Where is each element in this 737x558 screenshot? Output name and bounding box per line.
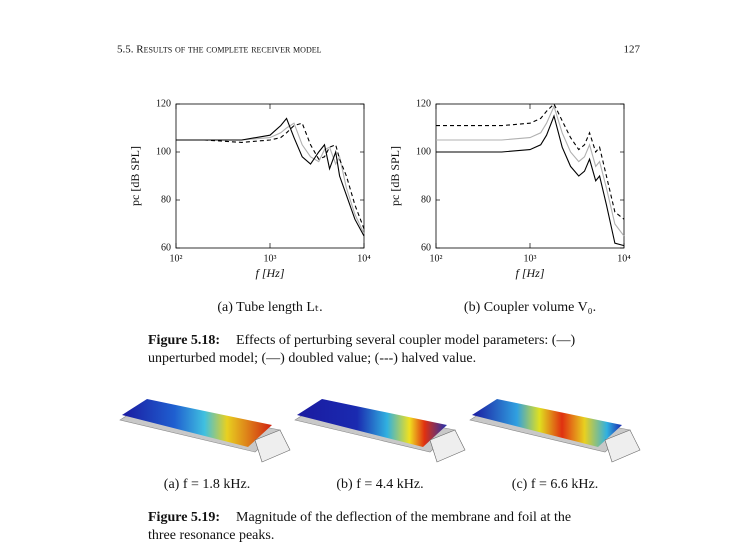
page-number: 127 [624,44,641,56]
caption-label: Figure 5.18: [148,333,220,348]
data-line [436,114,625,247]
y-axis-label: pc [dB SPL] [388,146,402,206]
data-line [436,104,625,237]
subcaption: (a) f = 1.8 kHz. [164,477,250,492]
x-axis-label: f [Hz] [255,266,284,280]
x-axis-label: f [Hz] [515,266,544,280]
x-tick-label: 10² [430,253,443,264]
y-tick-label: 100 [416,146,431,157]
x-tick-label: 10³ [524,253,537,264]
x-tick-label: 10⁴ [357,253,371,264]
y-axis-label: pc [dB SPL] [128,146,142,206]
x-tick-label: 10³ [264,253,277,264]
running-header: 5.5. Results of the complete receiver mo… [117,44,322,56]
caption-line: Effects of perturbing several coupler mo… [236,333,575,348]
y-tick-label: 120 [156,98,171,109]
x-tick-label: 10² [170,253,183,264]
x-tick-label: 10⁴ [617,253,631,264]
y-tick-label: 100 [156,146,171,157]
y-tick-label: 60 [421,242,431,253]
caption-label: Figure 5.19: [148,510,220,525]
simulation-image [294,399,466,463]
plot-frame [175,103,365,249]
simulation-image [469,399,641,463]
data-line [176,122,365,234]
y-tick-label: 80 [421,194,431,205]
subcaption: (c) f = 6.6 kHz. [512,477,598,492]
data-line [436,103,625,220]
y-tick-label: 60 [161,242,171,253]
y-tick-label: 80 [161,194,171,205]
simulation-image [119,399,291,463]
data-line [176,122,365,229]
subcaption: (b) Coupler volume V₀. [464,300,596,315]
subcaption: (a) Tube length Lₜ. [217,300,322,315]
data-line [176,117,365,237]
caption-line: Magnitude of the deflection of the membr… [236,510,571,525]
caption-line: unperturbed model; (—) doubled value; (-… [148,351,476,366]
y-tick-label: 120 [416,98,431,109]
caption-line: three resonance peaks. [148,528,274,543]
subcaption: (b) f = 4.4 kHz. [336,477,423,492]
